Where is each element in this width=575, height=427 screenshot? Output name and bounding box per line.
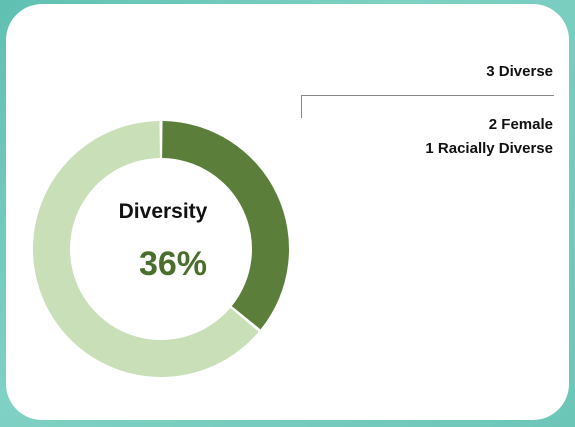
breakdown-bracket	[301, 95, 554, 118]
donut-slice-other	[32, 121, 259, 377]
breakdown-total: 3 Diverse	[486, 63, 553, 80]
donut-slice-diverse	[162, 121, 289, 330]
diversity-donut-chart	[32, 121, 289, 377]
breakdown-item-racially-diverse: 1 Racially Diverse	[425, 140, 553, 157]
donut-center-value: 36%	[138, 245, 208, 283]
breakdown-item-female: 2 Female	[488, 116, 553, 133]
donut-center-title: Diversity	[118, 200, 208, 223]
